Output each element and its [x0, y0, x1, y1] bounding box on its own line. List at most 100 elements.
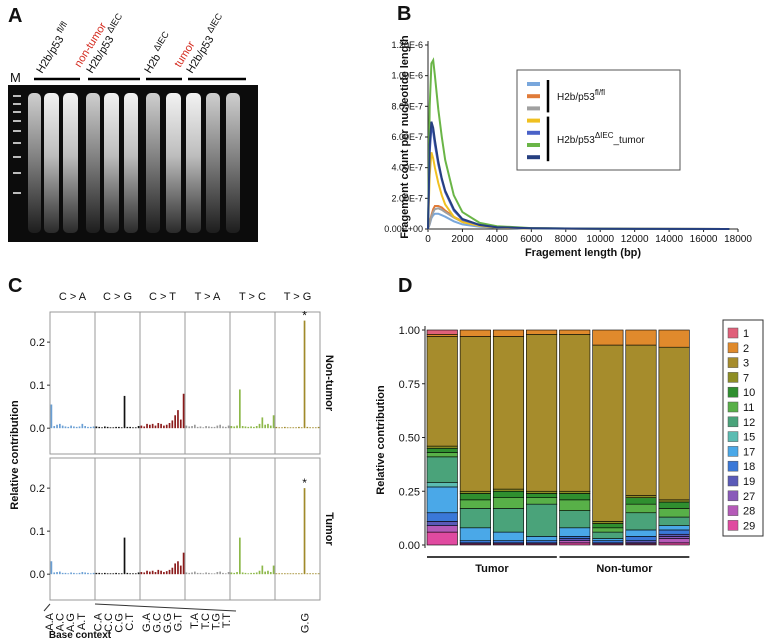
legend-swatch	[727, 342, 739, 354]
legend-swatch	[727, 520, 739, 531]
y-axis-title: Relative contribution	[375, 385, 387, 495]
legend-swatch	[727, 431, 739, 442]
bar-segment	[625, 536, 657, 542]
legend-label: 11	[743, 402, 754, 414]
bar	[129, 573, 131, 575]
bar-segment	[426, 329, 458, 335]
bar	[289, 573, 292, 575]
bar	[317, 573, 320, 575]
bar	[317, 426, 320, 429]
bar	[278, 427, 281, 429]
bar	[261, 417, 264, 429]
bar-segment	[459, 490, 491, 494]
bar	[70, 572, 72, 575]
lane-label-text: H2b	[142, 52, 163, 75]
bar-segment	[426, 456, 458, 483]
bar	[115, 426, 117, 429]
bar	[56, 424, 58, 429]
bar	[177, 561, 179, 575]
legend-label: 15	[743, 432, 755, 444]
bar-segment	[459, 527, 491, 541]
lane-label-sup: ΔIEC	[151, 29, 171, 53]
bar-segment	[592, 523, 624, 529]
facet-frame	[274, 311, 321, 455]
bar	[239, 537, 241, 575]
bar	[258, 570, 261, 575]
bar	[160, 570, 162, 575]
legend-swatch	[727, 460, 739, 472]
bar	[50, 404, 53, 429]
x-tick-label: 18000	[724, 234, 752, 245]
y-tick-label: 0.50	[399, 433, 420, 445]
bar	[295, 427, 297, 429]
y-tick-label: 0.1	[30, 380, 45, 392]
legend-label: 19	[743, 476, 755, 488]
bar	[303, 488, 306, 575]
facet-frame	[49, 311, 96, 455]
bar	[191, 426, 193, 429]
bar	[87, 572, 89, 575]
bar	[312, 427, 314, 429]
bar	[95, 426, 98, 429]
bar-segment	[459, 493, 491, 501]
bar-segment	[426, 452, 458, 458]
bar-segment	[625, 540, 657, 544]
bar-segment	[625, 497, 657, 505]
bar	[250, 572, 252, 575]
bar-segment	[526, 536, 558, 542]
bar	[306, 573, 309, 575]
facet-frame	[184, 311, 231, 455]
bar	[312, 573, 314, 575]
context-label: C.A	[92, 612, 104, 631]
bar	[230, 572, 233, 575]
bar	[213, 426, 216, 429]
bar-segment	[426, 445, 458, 449]
bar	[120, 427, 123, 429]
legend-label-text: H2b/p53	[557, 92, 595, 103]
bar-segment	[492, 497, 525, 509]
bar-segment	[492, 531, 525, 541]
bar-segment	[658, 499, 690, 503]
context-label: A.A	[44, 612, 56, 630]
bar-segment	[658, 538, 690, 544]
y-tick-label: 1.00	[399, 325, 420, 337]
bar	[303, 320, 306, 429]
x-tick-label: 14000	[655, 234, 683, 245]
y-tick-label: 2.00E-7	[391, 193, 423, 203]
bar	[53, 572, 56, 575]
bar	[239, 389, 241, 429]
bar	[109, 573, 112, 575]
bar	[154, 425, 157, 429]
bar	[222, 426, 224, 429]
bar	[210, 573, 213, 575]
y-tick-label: 0.25	[399, 486, 420, 498]
bar	[182, 552, 185, 575]
legend-label: 12	[743, 417, 755, 429]
facet-frame	[139, 311, 186, 455]
bar	[140, 425, 143, 429]
bar	[194, 571, 196, 575]
bar	[106, 573, 109, 575]
panel-label: D	[398, 275, 412, 297]
bar	[230, 426, 233, 429]
y-axis-title: Relative contribution	[9, 400, 21, 510]
bar	[300, 427, 303, 429]
bar	[149, 424, 151, 429]
y-tick-label: 6.00E-7	[391, 132, 423, 142]
bar-segment	[559, 542, 591, 546]
bar	[171, 420, 174, 429]
bar-segment	[658, 516, 690, 526]
y-tick-label: 4.00E-7	[391, 163, 423, 173]
bar	[174, 415, 176, 429]
bar	[202, 573, 205, 575]
bar	[233, 426, 236, 429]
facet-label: T > G	[284, 291, 312, 303]
bar	[89, 426, 92, 429]
x-tick-label: 4000	[486, 234, 509, 245]
bar-segment	[459, 508, 491, 529]
bar-segment	[592, 527, 624, 533]
legend-label: 10	[743, 387, 755, 399]
context-label: G.G	[162, 613, 174, 633]
bar-segment	[625, 512, 657, 531]
